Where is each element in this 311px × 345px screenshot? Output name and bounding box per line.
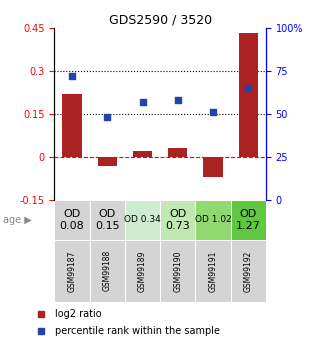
Point — [105, 115, 110, 120]
Text: OD
0.73: OD 0.73 — [165, 209, 190, 231]
Bar — [98, 157, 117, 166]
Title: GDS2590 / 3520: GDS2590 / 3520 — [109, 13, 212, 27]
Text: log2 ratio: log2 ratio — [55, 309, 101, 319]
Text: OD
0.08: OD 0.08 — [60, 209, 84, 231]
Point — [175, 97, 180, 103]
Bar — [195, 240, 231, 302]
Bar — [239, 33, 258, 157]
Text: age ▶: age ▶ — [3, 215, 32, 225]
Bar — [168, 148, 188, 157]
Bar — [160, 240, 195, 302]
Text: GSM99191: GSM99191 — [209, 250, 217, 292]
Bar — [125, 240, 160, 302]
Point — [211, 109, 216, 115]
Bar — [125, 200, 160, 240]
Text: GSM99192: GSM99192 — [244, 250, 253, 292]
Text: GSM99187: GSM99187 — [67, 250, 77, 292]
Text: OD 1.02: OD 1.02 — [195, 215, 231, 225]
Bar — [54, 240, 90, 302]
Text: GSM99189: GSM99189 — [138, 250, 147, 292]
Bar — [203, 157, 223, 177]
Bar — [90, 240, 125, 302]
Bar — [195, 200, 231, 240]
Bar — [231, 200, 266, 240]
Text: OD
0.15: OD 0.15 — [95, 209, 120, 231]
Text: GSM99188: GSM99188 — [103, 250, 112, 292]
Text: percentile rank within the sample: percentile rank within the sample — [55, 326, 220, 336]
Point — [246, 85, 251, 91]
Bar — [160, 200, 195, 240]
Point — [70, 73, 75, 79]
Bar — [62, 94, 82, 157]
Bar — [54, 200, 90, 240]
Text: GSM99190: GSM99190 — [173, 250, 182, 292]
Text: OD
1.27: OD 1.27 — [236, 209, 261, 231]
Bar — [231, 240, 266, 302]
Point — [140, 99, 145, 105]
Bar — [90, 200, 125, 240]
Bar — [133, 151, 152, 157]
Text: OD 0.34: OD 0.34 — [124, 215, 161, 225]
